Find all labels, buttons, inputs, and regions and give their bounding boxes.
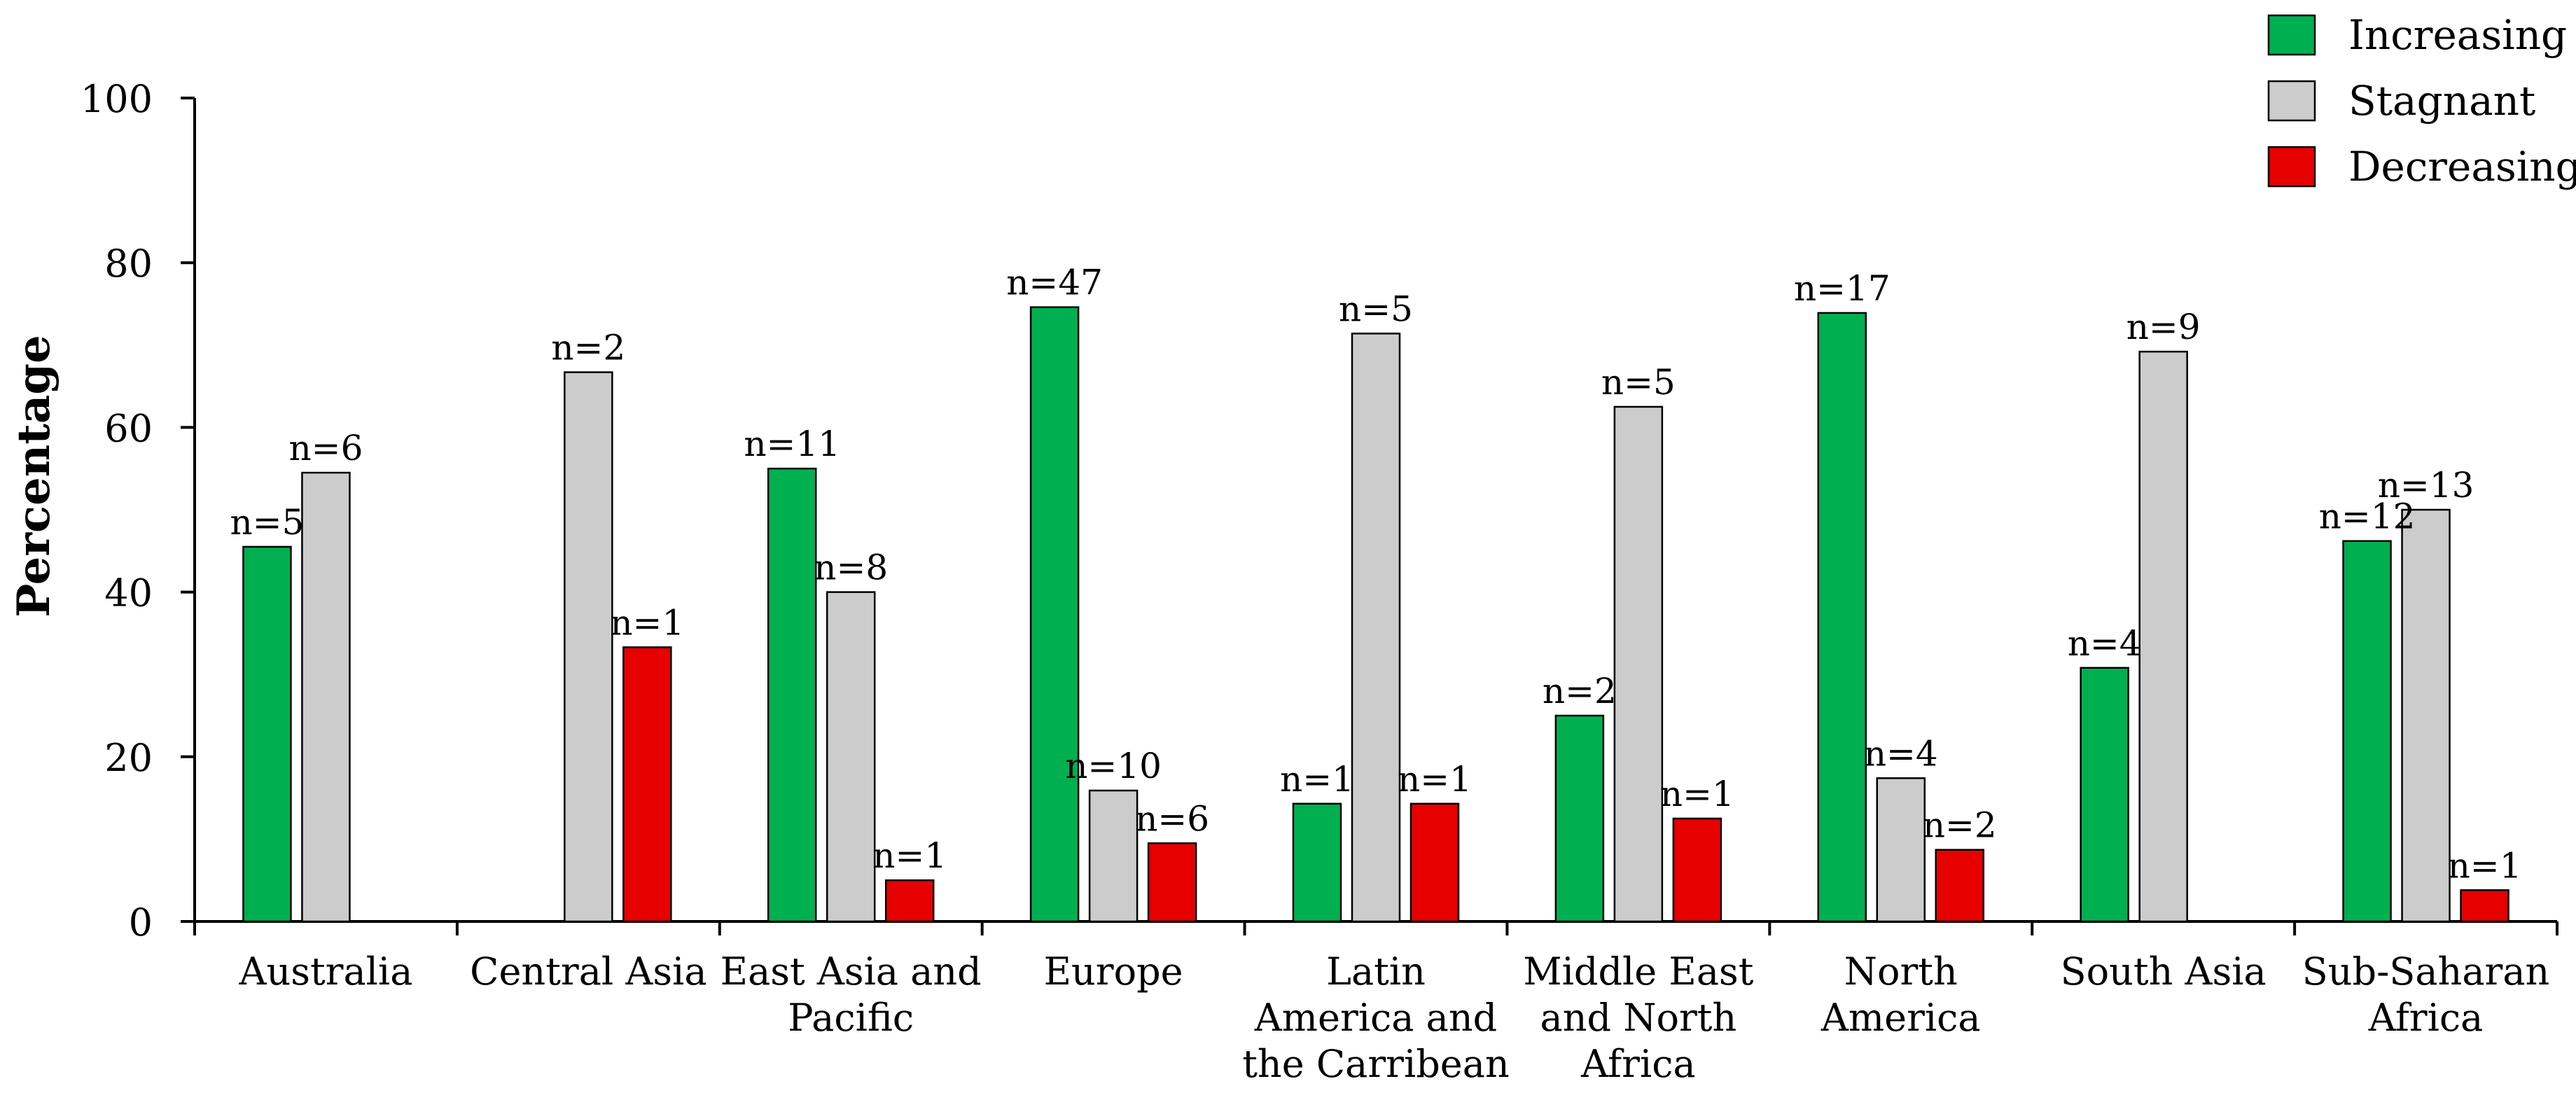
x-tick-label: Central Asia <box>470 949 706 994</box>
bar-count-label: n=6 <box>288 428 363 468</box>
bar-count-label: n=13 <box>2378 465 2474 506</box>
bar-count-label: n=1 <box>1280 759 1354 800</box>
bar-count-label: n=11 <box>744 424 840 464</box>
bar-decreasing <box>1409 802 1460 923</box>
bar-decreasing <box>1147 842 1197 923</box>
x-tick-label: Latin America and the Carribean <box>1242 949 1510 1086</box>
bar-count-label: n=9 <box>2126 307 2201 347</box>
legend-swatch <box>2267 146 2316 188</box>
x-tick-label: Europe <box>1044 949 1183 994</box>
y-tick-label: 60 <box>104 406 153 450</box>
x-tick-label: North America <box>1820 949 1981 1040</box>
bar-count-label: n=5 <box>230 502 304 543</box>
bar-decreasing <box>622 646 672 923</box>
x-tick-label: South Asia <box>2061 949 2267 994</box>
x-tick-label: Australia <box>238 949 412 994</box>
y-tick-label: 20 <box>104 736 153 780</box>
data-labels: n=5 n=11 n=47 n=1 n=2 n=17 n=4 n=12 n=6 n=2 n=8 n=1… <box>230 263 2521 886</box>
bar-increasing <box>1029 306 1080 923</box>
bar-decreasing <box>1935 849 1985 923</box>
bar-decreasing <box>2460 889 2509 923</box>
bar-count-label: n=1 <box>1398 759 1472 800</box>
bar-count-label: n=8 <box>814 548 888 588</box>
bar-stagnant <box>1613 405 1664 923</box>
bar-increasing <box>2080 667 2129 923</box>
bar-stagnant <box>564 371 613 923</box>
bar-count-label: n=6 <box>1135 798 1209 839</box>
bar-decreasing <box>1672 817 1722 923</box>
legend-label: Decreasing <box>2348 143 2576 190</box>
bar-count-label: n=1 <box>872 835 947 876</box>
bar-count-label: n=10 <box>1065 746 1162 786</box>
bar-stagnant <box>1876 777 1926 923</box>
bar-increasing <box>2342 540 2392 923</box>
bar-increasing <box>242 545 292 923</box>
legend-swatch <box>2267 14 2316 56</box>
bar-count-label: n=2 <box>1543 671 1617 711</box>
bar-count-label: n=4 <box>2068 623 2142 664</box>
bar-stagnant <box>301 471 351 923</box>
bar-increasing <box>1554 714 1605 923</box>
bar-count-label: n=1 <box>1660 774 1734 814</box>
y-tick-label: 40 <box>104 571 153 615</box>
bar-count-label: n=2 <box>1923 805 1997 846</box>
x-tick-label: Sub-Saharan Africa <box>2302 949 2550 1040</box>
bar-count-label: n=2 <box>551 328 625 368</box>
bar-decreasing <box>884 879 935 923</box>
y-axis-label: Percentage <box>8 335 60 618</box>
bar-count-label: n=1 <box>2448 845 2522 886</box>
bar-count-label: n=12 <box>2319 496 2416 537</box>
x-tick-label: Middle East and North Africa <box>1523 949 1753 1086</box>
legend: Increasing Stagnant Decreasing <box>2267 11 2576 190</box>
bar-stagnant <box>1088 789 1139 923</box>
tick-labels: 0 20 40 60 80 100 Australia Central Asia East As… <box>81 77 2549 1086</box>
legend-label: Increasing <box>2348 11 2567 59</box>
bar-increasing <box>1292 802 1342 923</box>
y-tick-label: 0 <box>129 900 153 945</box>
bar-count-label: n=1 <box>610 602 684 643</box>
bar-stagnant <box>1351 333 1401 923</box>
bar-stagnant <box>826 591 876 923</box>
bars <box>242 306 2509 923</box>
bar-stagnant <box>2401 508 2451 923</box>
bar-count-label: n=4 <box>1864 733 1938 774</box>
bar-count-label: n=47 <box>1006 263 1103 303</box>
y-tick-label: 100 <box>81 77 153 121</box>
x-tick-label: East Asia and Pacific <box>720 949 982 1040</box>
bar-count-label: n=5 <box>1601 362 1676 403</box>
y-tick-label: 80 <box>104 242 153 286</box>
bar-count-label: n=5 <box>1339 288 1413 329</box>
bar-stagnant <box>2138 350 2188 923</box>
bar-count-label: n=17 <box>1794 268 1891 309</box>
legend-label: Stagnant <box>2348 77 2535 125</box>
legend-swatch <box>2267 80 2316 122</box>
bar-increasing <box>767 467 817 923</box>
bar-increasing <box>1817 312 1867 923</box>
